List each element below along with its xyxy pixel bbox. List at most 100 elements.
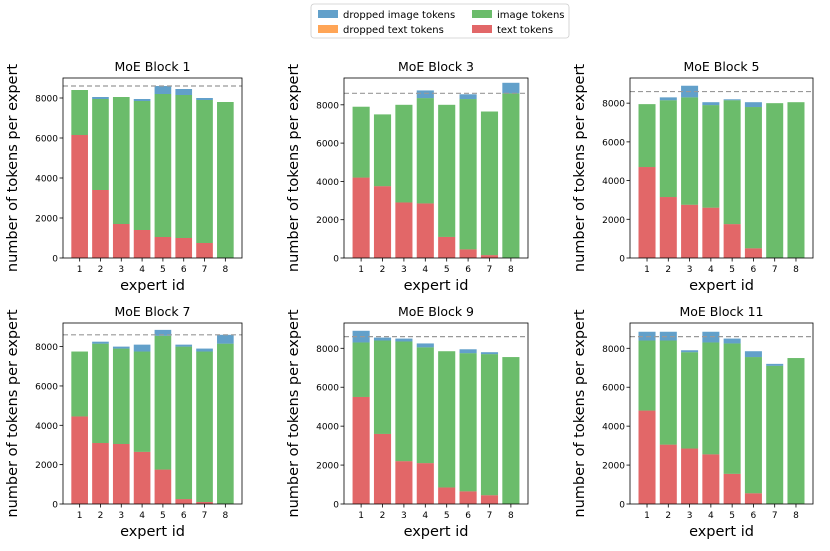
chart2-ytick-label-4000: 4000 — [316, 178, 339, 188]
chart6-ytick-label-8000: 8000 — [602, 345, 625, 355]
chart1-bar-text-tokens-7 — [196, 243, 213, 258]
chart2-bar-image-tokens-7 — [480, 111, 499, 256]
chart4-xtick-label-2: 2 — [98, 511, 104, 521]
chart4-bar-dropped-image-tokens-8 — [217, 334, 234, 344]
chart3-bar-image-tokens-2 — [659, 100, 677, 198]
chart5-bar-image-tokens-6 — [459, 353, 477, 492]
chart1-xtick-label-1: 1 — [77, 265, 83, 275]
chart4-axes-frame — [62, 322, 243, 505]
chart6-bar-image-tokens-3 — [681, 352, 699, 449]
chart4-bar-image-tokens-3 — [112, 348, 130, 444]
legend: dropped image tokens dropped text tokens… — [310, 3, 570, 39]
chart5-bar-dropped-image-tokens-4 — [416, 343, 434, 348]
legend-label-dropped-text: dropped text tokens — [343, 25, 444, 36]
chart3-bar-dropped-image-tokens-2 — [659, 97, 677, 101]
chart1-bar-text-tokens-1 — [71, 135, 88, 258]
chart2-xtick-label-8: 8 — [508, 265, 514, 275]
chart1-xtick-label-2: 2 — [98, 265, 104, 275]
chart5-bar-image-tokens-5 — [438, 351, 456, 488]
chart6-bar-dropped-image-tokens-3 — [681, 350, 699, 353]
chart2-bar-text-tokens-7 — [480, 255, 499, 258]
chart3-bar-image-tokens-7 — [766, 103, 784, 259]
chart4-bar-text-tokens-7 — [196, 502, 213, 504]
chart1-ytick-label-6000: 6000 — [35, 135, 58, 145]
chart2-xtick-label-2: 2 — [380, 265, 386, 275]
chart5-bar-text-tokens-3 — [395, 461, 413, 504]
chart3-bar-text-tokens-3 — [681, 204, 699, 258]
chart6-bar-image-tokens-1 — [638, 340, 656, 411]
chart3-xtick-label-2: 2 — [665, 265, 671, 275]
chart4-bar-image-tokens-8 — [217, 343, 234, 504]
chart5-title: MoE Block 9 — [398, 304, 474, 319]
chart2-bar-image-tokens-3 — [395, 104, 413, 203]
chart5-bar-image-tokens-3 — [395, 341, 413, 462]
chart2-title: MoE Block 3 — [398, 59, 474, 74]
chart2-bar-image-tokens-8 — [502, 93, 520, 258]
chart4-bar-image-tokens-6 — [175, 346, 193, 500]
chart6-bar-text-tokens-2 — [659, 444, 677, 504]
chart1-bar-image-tokens-5 — [154, 94, 172, 237]
chart3-bar-image-tokens-6 — [744, 107, 762, 249]
chart3-bar-image-tokens-5 — [723, 100, 741, 225]
chart4-xtick-label-3: 3 — [118, 511, 124, 521]
chart3-ytick-label-8000: 8000 — [602, 100, 625, 110]
chart6-ytick-label-4000: 4000 — [602, 423, 625, 433]
chart5-bar-text-tokens-2 — [373, 433, 392, 504]
chart4-bar-dropped-image-tokens-6 — [175, 344, 193, 347]
chart2-xtick-label-7: 7 — [487, 265, 493, 275]
chart6-xlabel: expert id — [689, 524, 754, 540]
chart2-bar-text-tokens-4 — [416, 203, 434, 258]
legend-swatch-dropped-text — [318, 25, 338, 33]
chart3-bar-dropped-image-tokens-4 — [702, 102, 720, 106]
chart3-bar-image-tokens-8 — [787, 102, 805, 259]
legend-frame — [310, 3, 570, 39]
chart4: MoE Block 7 0 2000 4000 6000 8000 1 2 3 4 5 6 7 8 expe… — [5, 304, 243, 540]
chart1-xtick-label-4: 4 — [139, 265, 145, 275]
chart5-bar-dropped-image-tokens-7 — [480, 352, 499, 355]
chart6-ytick-label-6000: 6000 — [602, 384, 625, 394]
chart6-bar-image-tokens-4 — [702, 342, 720, 455]
chart4-xtick-label-8: 8 — [222, 511, 228, 521]
chart2-ytick-label-6000: 6000 — [316, 140, 339, 150]
chart5-bar-image-tokens-7 — [480, 354, 499, 496]
chart5-xtick-label-3: 3 — [401, 511, 407, 521]
chart3-xtick-label-3: 3 — [687, 265, 693, 275]
chart1-ytick-label-0: 0 — [52, 255, 58, 265]
chart6-xtick-label-7: 7 — [772, 511, 778, 521]
chart3-bar-image-tokens-4 — [702, 105, 720, 208]
chart2-bar-text-tokens-2 — [373, 186, 392, 258]
chart2-bar-text-tokens-1 — [352, 177, 370, 258]
chart5-bar-dropped-image-tokens-3 — [395, 338, 413, 342]
chart6-bar-text-tokens-6 — [744, 493, 762, 504]
chart4-xtick-label-4: 4 — [139, 511, 145, 521]
legend-swatch-text — [472, 25, 492, 33]
chart1-bar-dropped-image-tokens-5 — [154, 86, 172, 94]
chart2-bar-text-tokens-5 — [438, 236, 456, 258]
chart6-bar-dropped-image-tokens-2 — [659, 331, 677, 341]
chart2-bar-text-tokens-6 — [459, 249, 477, 258]
chart3-bar-dropped-image-tokens-5 — [723, 99, 741, 101]
chart1-bar-image-tokens-8 — [217, 102, 234, 258]
chart4-bar-image-tokens-5 — [154, 335, 172, 470]
chart6-bar-image-tokens-5 — [723, 343, 741, 474]
chart5-bar-image-tokens-1 — [352, 342, 370, 397]
chart6-bar-text-tokens-1 — [638, 410, 656, 504]
chart5-xtick-label-1: 1 — [358, 511, 364, 521]
chart1-bar-image-tokens-3 — [112, 97, 130, 224]
chart1-xtick-label-7: 7 — [202, 265, 208, 275]
chart4-ytick-label-0: 0 — [52, 501, 58, 511]
chart1-bar-dropped-image-tokens-4 — [133, 99, 151, 101]
legend-swatch-dropped-image — [318, 10, 338, 18]
chart1-bar-dropped-image-tokens-2 — [92, 97, 109, 99]
chart4-bar-image-tokens-4 — [133, 351, 151, 452]
chart5-bar-text-tokens-6 — [459, 491, 477, 504]
chart4-bar-text-tokens-4 — [133, 451, 151, 504]
chart4-ytick-label-8000: 8000 — [35, 343, 58, 353]
chart4-bar-text-tokens-3 — [112, 443, 130, 504]
chart4-bar-dropped-image-tokens-7 — [196, 348, 213, 352]
chart4-xtick-label-1: 1 — [77, 511, 83, 521]
chart4-ytick-label-2000: 2000 — [35, 461, 58, 471]
chart5-ytick-label-8000: 8000 — [316, 345, 339, 355]
chart2-bar-image-tokens-2 — [373, 114, 392, 187]
chart1-bar-dropped-image-tokens-7 — [196, 98, 213, 100]
